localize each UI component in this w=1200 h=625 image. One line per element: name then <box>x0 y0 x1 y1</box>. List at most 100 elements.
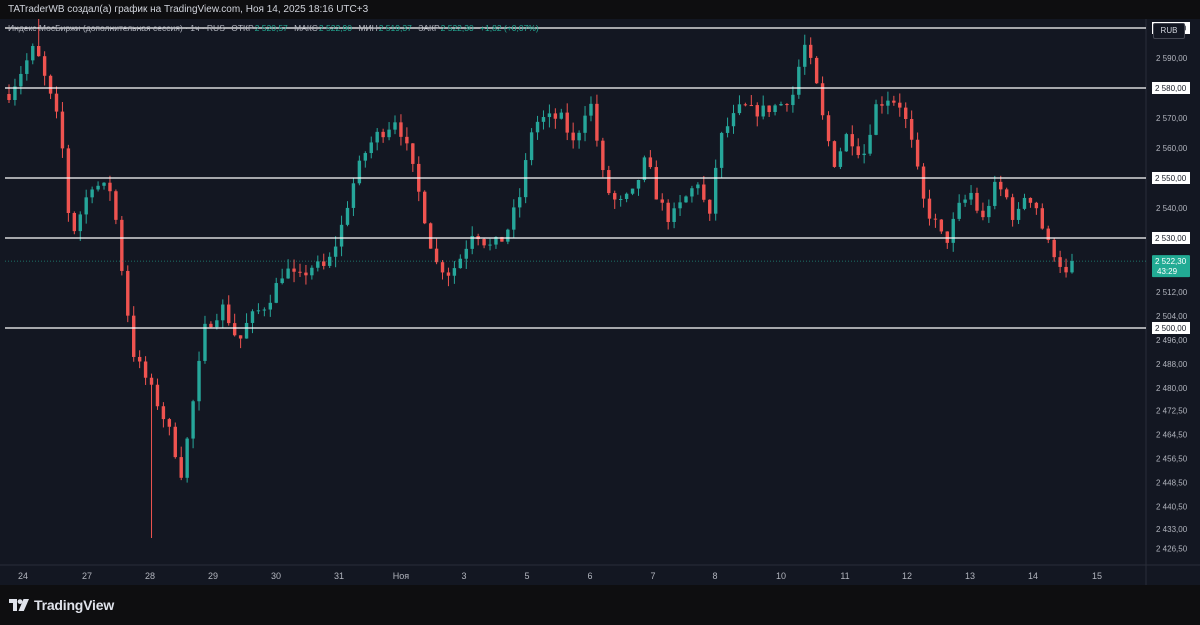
candle-body <box>791 94 795 106</box>
candle-body <box>375 131 379 143</box>
time-axis-label: 10 <box>776 571 786 581</box>
candle-body <box>814 57 819 84</box>
candle-body <box>25 60 29 74</box>
candle-body <box>874 104 878 135</box>
candle-body <box>221 304 225 321</box>
candle-body <box>862 153 866 156</box>
candle-body <box>1034 202 1039 209</box>
time-axis-label: 11 <box>840 571 849 581</box>
time-axis-label: 7 <box>650 571 655 581</box>
candle-body <box>84 197 88 215</box>
symbol-legend: Индекс МосБиржи (дополнительная сессия) … <box>8 23 539 33</box>
candle-body <box>731 113 736 127</box>
candle-body <box>868 134 872 154</box>
candle-body <box>529 132 534 161</box>
candle-body <box>399 122 403 137</box>
candle-body <box>161 406 166 420</box>
time-axis-label: 30 <box>271 571 281 581</box>
candle-body <box>963 199 967 203</box>
candle-body <box>256 310 261 312</box>
candle-body <box>238 335 243 339</box>
candle-body <box>339 224 344 247</box>
candle-body <box>642 157 647 180</box>
bar-countdown-label: 43:29 <box>1157 267 1178 276</box>
price-tick-label: 2 570,00 <box>1156 114 1188 123</box>
price-tick-label: 2 512,00 <box>1156 288 1188 297</box>
candle-body <box>1058 257 1062 267</box>
price-tick-label: 2 590,00 <box>1156 54 1188 63</box>
candle-body <box>381 131 385 138</box>
level-price-tag <box>1152 322 1190 334</box>
candle-body <box>232 323 237 336</box>
candle-body <box>583 115 587 133</box>
candle-body <box>767 105 771 113</box>
candle-body <box>114 191 118 220</box>
candle-body <box>227 304 231 324</box>
candle-body <box>749 105 754 107</box>
candle-body <box>1052 239 1056 258</box>
candle-body <box>132 315 136 357</box>
chart-pane[interactable]: 24 27 28 29 30 31 Ноя 3 5 6 7 8 10 11 12 13 14 15 2 590,00… <box>0 19 1200 585</box>
candle-body <box>909 119 914 140</box>
candle-body <box>72 212 77 232</box>
candle-body <box>708 199 712 214</box>
candle-body <box>482 239 486 246</box>
candle-body <box>993 181 997 206</box>
candle-body <box>601 140 605 171</box>
candle-body <box>411 143 415 164</box>
candle-body <box>844 134 849 152</box>
candle-body <box>333 246 338 257</box>
candle-body <box>654 167 659 200</box>
candle-body <box>779 104 783 106</box>
candle-body <box>785 104 789 106</box>
candle-body <box>1022 197 1027 209</box>
price-tick-label: 2 456,50 <box>1156 455 1188 464</box>
candle-body <box>826 115 831 142</box>
candle-body <box>464 248 468 259</box>
candle-body <box>571 132 575 141</box>
candle-body <box>446 272 451 276</box>
candle-body <box>387 129 391 138</box>
price-tick-label: 2 504,00 <box>1156 312 1188 321</box>
candle-body <box>458 258 463 269</box>
candle-body <box>191 401 195 439</box>
candle-body <box>209 323 213 328</box>
candle-body <box>886 100 890 106</box>
currency-button[interactable]: RUB <box>1153 23 1185 39</box>
candle-body <box>547 113 552 118</box>
candlestick-chart[interactable]: 24 27 28 29 30 31 Ноя 3 5 6 7 8 10 11 12 13 14 15 2 590,00… <box>0 19 1200 585</box>
candle-body <box>696 184 700 189</box>
footer: TradingView <box>0 585 1200 625</box>
top-bar: TATraderWB создал(а) график на TradingVi… <box>0 0 1200 20</box>
candle-body <box>1004 189 1009 198</box>
candle-body <box>185 438 189 478</box>
price-tick-label: 2 440,50 <box>1156 503 1188 512</box>
candle-body <box>54 93 59 112</box>
candle-body <box>470 235 474 249</box>
candle-body <box>719 132 724 168</box>
candle-body <box>713 167 718 214</box>
close-label: ЗАКР <box>418 23 440 33</box>
candle-body <box>292 268 296 272</box>
candle-body <box>945 231 949 243</box>
time-axis-label: 12 <box>902 571 912 581</box>
candle-body <box>933 218 938 220</box>
close-value: 2 522,30 <box>440 23 474 33</box>
candle-body <box>304 272 308 276</box>
candle-body <box>31 46 35 61</box>
candle-body <box>761 105 765 117</box>
candle-body <box>577 132 581 141</box>
candle-body <box>743 104 748 106</box>
price-tick-label: 2 464,50 <box>1156 431 1188 440</box>
candle-body <box>102 182 106 186</box>
candle-body <box>797 66 801 95</box>
candle-body <box>850 134 854 147</box>
time-axis-label: 3 <box>461 571 466 581</box>
candle-body <box>1046 228 1050 240</box>
candle-body <box>969 192 973 200</box>
candle-body <box>541 117 546 122</box>
level-price-tag <box>1152 232 1190 244</box>
candle-body <box>280 278 284 284</box>
brand-name: TradingView <box>34 597 115 613</box>
price-tick-label: 2 426,50 <box>1156 545 1188 554</box>
